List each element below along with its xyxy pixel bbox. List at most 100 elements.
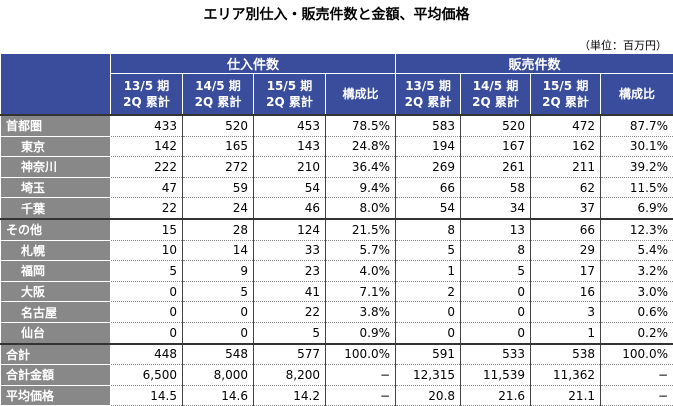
cell: 9.4% xyxy=(326,177,396,198)
cell: 143 xyxy=(254,136,326,157)
row-label: 仙台 xyxy=(1,322,111,343)
cell: 21.5% xyxy=(326,219,396,240)
cell: 8,200 xyxy=(254,365,326,386)
cell: 5 xyxy=(111,261,183,282)
cell: − xyxy=(326,385,396,406)
cell: 10 xyxy=(111,240,183,261)
cell: 11,539 xyxy=(461,365,531,386)
column-header-line: 14/5 期 xyxy=(466,78,525,94)
cell: 548 xyxy=(183,344,254,365)
cell: 210 xyxy=(254,157,326,178)
row-label: 平均価格 xyxy=(1,385,111,406)
group-header: 販売件数 xyxy=(396,54,673,74)
cell: 14.5 xyxy=(111,385,183,406)
row-label: 名古屋 xyxy=(1,302,111,323)
column-header-line: 15/5 期 xyxy=(536,78,595,94)
cell: 453 xyxy=(254,115,326,136)
column-header-line: 2Q 累計 xyxy=(466,94,525,110)
cell: 194 xyxy=(396,136,461,157)
cell: 14 xyxy=(183,240,254,261)
cell: 533 xyxy=(461,344,531,365)
cell: 5 xyxy=(183,281,254,302)
cell: 472 xyxy=(531,115,601,136)
cell: 222 xyxy=(111,157,183,178)
cell: 87.7% xyxy=(601,115,673,136)
cell: 39.2% xyxy=(601,157,673,178)
group-header: 仕入件数 xyxy=(111,54,396,74)
row-label: 福岡 xyxy=(1,261,111,282)
cell: 269 xyxy=(396,157,461,178)
row-label: 東京 xyxy=(1,136,111,157)
column-header-line: 2Q 累計 xyxy=(401,94,455,110)
cell: 100.0% xyxy=(326,344,396,365)
cell: 162 xyxy=(531,136,601,157)
cell: 15 xyxy=(111,219,183,240)
title: エリア別仕入・販売件数と金額、平均価格 xyxy=(0,4,673,24)
cell: 41 xyxy=(254,281,326,302)
cell: 0.2% xyxy=(601,322,673,343)
cell: 54 xyxy=(254,177,326,198)
cell: 272 xyxy=(183,157,254,178)
cell: 167 xyxy=(461,136,531,157)
cell: 11,362 xyxy=(531,365,601,386)
cell: 0 xyxy=(111,281,183,302)
cell: 261 xyxy=(461,157,531,178)
cell: 12,315 xyxy=(396,365,461,386)
cell: 47 xyxy=(111,177,183,198)
cell: 520 xyxy=(461,115,531,136)
cell: 142 xyxy=(111,136,183,157)
cell: 3.8% xyxy=(326,302,396,323)
cell: 3.2% xyxy=(601,261,673,282)
cell: 5.4% xyxy=(601,240,673,261)
cell: 0.9% xyxy=(326,322,396,343)
cell: 4.0% xyxy=(326,261,396,282)
column-header-line: 13/5 期 xyxy=(401,78,455,94)
cell: 8 xyxy=(461,240,531,261)
column-header-line: 2Q 累計 xyxy=(536,94,595,110)
cell: 520 xyxy=(183,115,254,136)
cell: 0 xyxy=(461,281,531,302)
cell: 538 xyxy=(531,344,601,365)
cell: 20.8 xyxy=(396,385,461,406)
cell: 33 xyxy=(254,240,326,261)
row-label: その他 xyxy=(1,219,111,240)
cell: 16 xyxy=(531,281,601,302)
column-header-line: 構成比 xyxy=(331,86,390,102)
cell: 0 xyxy=(111,302,183,323)
column-header: 構成比 xyxy=(601,74,673,116)
cell: 36.4% xyxy=(326,157,396,178)
corner xyxy=(1,54,111,116)
cell: 5 xyxy=(461,261,531,282)
cell: 54 xyxy=(396,198,461,219)
cell: 577 xyxy=(254,344,326,365)
cell: 583 xyxy=(396,115,461,136)
cell: 21.6 xyxy=(461,385,531,406)
cell: 21.1 xyxy=(531,385,601,406)
cell: 448 xyxy=(111,344,183,365)
row-label: 合計 xyxy=(1,344,111,365)
cell: 59 xyxy=(183,177,254,198)
cell: 17 xyxy=(531,261,601,282)
cell: 22 xyxy=(111,198,183,219)
cell: 0 xyxy=(396,302,461,323)
row-label: 首都圏 xyxy=(1,115,111,136)
cell: − xyxy=(601,385,673,406)
cell: 0 xyxy=(183,322,254,343)
cell: 6,500 xyxy=(111,365,183,386)
row-label: 大阪 xyxy=(1,281,111,302)
cell: 23 xyxy=(254,261,326,282)
cell: 5 xyxy=(254,322,326,343)
column-header-line: 構成比 xyxy=(606,86,668,102)
cell: 12.3% xyxy=(601,219,673,240)
cell: 5 xyxy=(396,240,461,261)
column-header-line: 2Q 累計 xyxy=(188,94,248,110)
